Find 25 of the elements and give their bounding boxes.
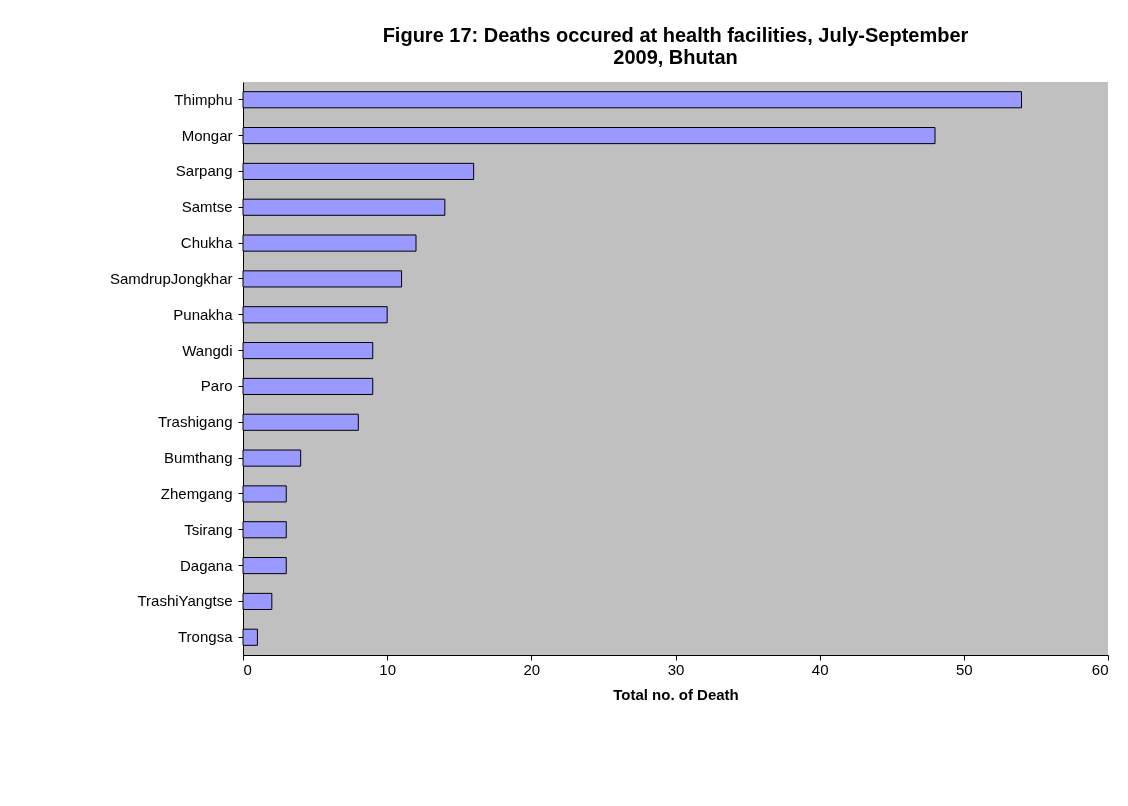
y-tick-label: SamdrupJongkhar	[109, 269, 233, 287]
y-tick-label: Zhemgang	[160, 484, 233, 502]
y-tick-label: Punakha	[173, 305, 234, 323]
y-tick-label: Trongsa	[178, 628, 234, 646]
y-tick-label: Paro	[200, 377, 233, 395]
x-axis-title: Total no. of Death	[613, 685, 739, 703]
y-tick-label: TrashiYangtse	[137, 592, 233, 610]
x-tick-label: 30	[667, 660, 685, 678]
x-tick-label: 0	[243, 660, 252, 678]
y-tick-label: Bumthang	[164, 449, 233, 467]
y-tick-label: Sarpang	[175, 162, 233, 180]
y-tick-label: Thimphu	[174, 90, 233, 108]
y-tick-label: Dagana	[179, 556, 234, 574]
x-tick-label: 40	[811, 660, 829, 678]
y-tick-label: Samtse	[181, 198, 233, 216]
x-tick-label: 20	[523, 660, 541, 678]
y-tick-label: Tsirang	[184, 520, 233, 538]
y-tick-label: Wangdi	[182, 341, 233, 359]
chart-title: Figure 17: Deaths occured at health facilities, July-September 2009, Bhutan	[382, 24, 969, 68]
y-tick-label: Trashigang	[158, 413, 233, 431]
y-tick-label: Chukha	[180, 234, 234, 252]
x-tick-label: 50	[955, 660, 973, 678]
x-tick-label: 60	[1091, 660, 1109, 678]
y-tick-label: Mongar	[181, 126, 233, 144]
x-tick-label: 10	[379, 660, 397, 678]
